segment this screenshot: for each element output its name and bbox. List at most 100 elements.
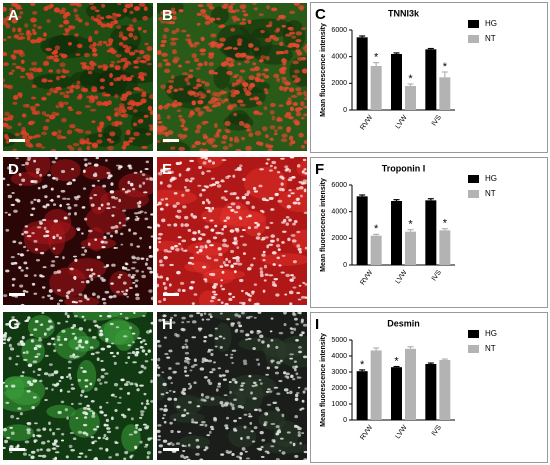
nucleus: [208, 334, 213, 337]
nucleus: [60, 53, 68, 59]
nucleus: [52, 247, 56, 250]
nucleus: [136, 101, 143, 106]
nucleus: [23, 230, 29, 234]
nucleus: [245, 215, 249, 218]
nucleus: [252, 186, 257, 191]
nucleus: [91, 292, 96, 297]
nucleus: [126, 268, 131, 271]
nucleus: [20, 59, 25, 64]
nucleus: [193, 363, 198, 367]
nucleus: [237, 62, 242, 66]
nucleus: [144, 217, 149, 221]
nucleus: [24, 440, 30, 444]
nucleus: [278, 187, 284, 192]
nucleus: [36, 448, 40, 452]
nucleus: [276, 392, 281, 396]
nucleus: [87, 229, 93, 233]
nucleus: [80, 281, 85, 284]
nucleus: [11, 384, 16, 388]
nucleus: [200, 393, 204, 397]
nucleus: [164, 286, 168, 290]
nucleus: [275, 458, 280, 460]
nucleus: [131, 274, 136, 277]
nucleus: [293, 43, 300, 48]
nucleus: [261, 126, 268, 132]
nucleus: [189, 369, 193, 372]
nucleus: [67, 106, 72, 109]
y-tick-label: 6000: [331, 182, 347, 189]
nucleus: [164, 197, 169, 200]
nucleus: [251, 205, 255, 210]
nucleus: [208, 209, 213, 213]
nucleus: [53, 439, 58, 443]
nucleus: [166, 115, 171, 120]
nucleus: [269, 110, 275, 115]
nucleus: [76, 195, 81, 199]
nucleus: [34, 422, 38, 425]
nucleus: [229, 356, 234, 359]
nucleus: [95, 157, 100, 160]
nucleus: [144, 343, 148, 346]
nucleus: [303, 188, 307, 193]
nucleus: [181, 328, 186, 332]
nucleus: [292, 286, 297, 289]
nucleus: [268, 390, 273, 393]
nucleus: [204, 246, 208, 249]
nucleus: [105, 22, 111, 28]
nucleus: [233, 236, 238, 240]
nucleus: [114, 231, 119, 234]
nucleus: [111, 342, 115, 345]
nucleus: [138, 71, 145, 77]
nucleus: [41, 111, 47, 116]
nucleus: [100, 23, 107, 28]
nucleus: [132, 341, 135, 344]
nucleus: [289, 390, 293, 395]
nucleus: [160, 198, 164, 201]
nucleus: [239, 278, 244, 283]
nucleus: [16, 417, 20, 420]
nucleus: [197, 4, 204, 8]
nucleus: [31, 405, 35, 410]
nucleus: [124, 450, 129, 455]
nucleus: [6, 338, 11, 342]
nucleus: [278, 14, 285, 19]
nucleus: [188, 401, 192, 404]
nucleus: [277, 199, 283, 203]
nucleus: [237, 99, 244, 104]
nucleus: [15, 355, 20, 358]
nucleus: [241, 382, 246, 385]
nucleus: [13, 34, 20, 39]
nucleus: [262, 258, 266, 262]
nucleus: [163, 336, 167, 339]
nucleus: [178, 87, 184, 91]
nucleus: [237, 314, 242, 318]
nucleus: [233, 136, 239, 142]
legend-label: NT: [485, 189, 496, 198]
nucleus: [18, 32, 25, 36]
nucleus: [20, 374, 24, 378]
nucleus: [209, 315, 213, 319]
nucleus: [30, 180, 35, 183]
nucleus: [84, 163, 88, 167]
nucleus: [244, 338, 249, 341]
bar: [370, 66, 382, 110]
nucleus: [293, 119, 299, 124]
nucleus: [22, 135, 28, 140]
nucleus: [245, 128, 252, 132]
nucleus: [91, 336, 97, 339]
nucleus: [30, 17, 37, 23]
nucleus: [58, 379, 62, 383]
nucleus: [198, 110, 205, 115]
nucleus: [261, 253, 266, 257]
nucleus: [284, 81, 291, 86]
nucleus: [8, 72, 14, 75]
nucleus: [278, 104, 284, 107]
bar: [356, 196, 368, 265]
nucleus: [258, 141, 264, 146]
y-tick-label: 4000: [331, 54, 347, 61]
nucleus: [195, 438, 200, 442]
nucleus: [133, 66, 139, 69]
nucleus: [228, 292, 232, 296]
nucleus: [248, 298, 252, 302]
nucleus: [38, 220, 43, 223]
